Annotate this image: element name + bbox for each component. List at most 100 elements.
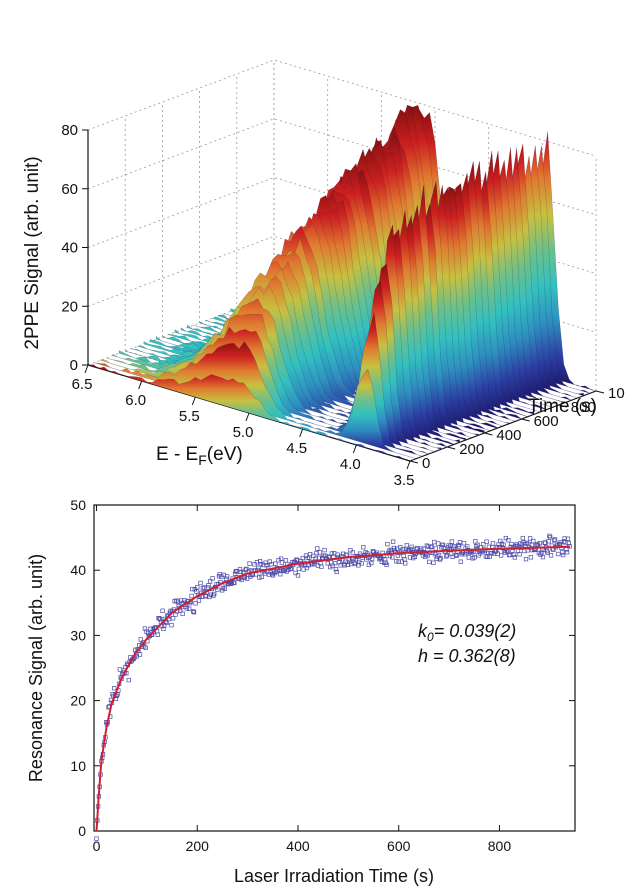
data-point — [191, 610, 197, 615]
data-point — [237, 567, 243, 572]
data-point — [348, 548, 353, 553]
data-point — [556, 551, 561, 557]
data-point — [454, 553, 459, 558]
data-point — [507, 552, 513, 558]
scatter-x-tick-label: 600 — [387, 838, 411, 854]
surface-strip — [118, 224, 442, 450]
data-point — [565, 536, 571, 541]
data-point — [514, 542, 519, 547]
data-point — [461, 541, 467, 546]
data-point — [390, 539, 396, 544]
data-point — [436, 541, 441, 546]
x-axis-label-subscript: F — [198, 452, 207, 468]
x-tick-label: 6.5 — [72, 376, 93, 393]
data-point — [180, 611, 185, 616]
data-point — [457, 540, 463, 545]
data-point — [244, 566, 249, 572]
data-point — [233, 568, 239, 574]
data-point — [511, 552, 517, 557]
scatter-y-tick-label: 30 — [70, 627, 86, 643]
data-point — [322, 547, 327, 553]
data-point — [517, 552, 522, 557]
scatter-y-tick-label: 50 — [70, 497, 86, 513]
data-point — [294, 557, 299, 562]
data-point — [256, 565, 261, 571]
data-point — [202, 585, 207, 590]
y-tick-mark — [558, 404, 567, 408]
scatter-x-tick-label: 400 — [286, 838, 310, 854]
data-point — [343, 559, 348, 564]
y-axis-label: Time (s) — [528, 396, 597, 417]
x-axis-label-main: E - E — [156, 444, 198, 465]
x-tick-mark — [352, 444, 357, 454]
scatter-x-tick-label: 0 — [93, 838, 101, 854]
data-point — [458, 559, 463, 564]
data-point — [162, 623, 167, 628]
data-point — [269, 562, 274, 567]
data-point — [203, 594, 209, 599]
y-tick-label: 600 — [534, 413, 559, 430]
k0-symbol: k — [418, 621, 428, 641]
data-point — [357, 559, 362, 565]
data-point — [282, 568, 287, 573]
data-point — [259, 574, 264, 579]
data-point — [330, 563, 335, 569]
x-tick-mark — [299, 428, 304, 438]
data-point — [189, 593, 194, 599]
data-point — [332, 561, 338, 566]
scatter-plot-points — [94, 533, 572, 841]
data-point — [143, 645, 148, 650]
data-point — [334, 569, 339, 575]
k0-annotation: k0= 0.039(2) — [418, 621, 516, 644]
data-point — [325, 561, 330, 566]
scatter-y-axis-label: Resonance Signal (arb. unit) — [26, 554, 46, 782]
y-tick-mark — [521, 418, 530, 422]
surface-strip — [87, 364, 411, 462]
data-point — [404, 543, 409, 548]
scatter-y-tick-label: 40 — [70, 562, 86, 578]
scatter-plot: 0 200 400 600 800 0 10 20 30 40 50 Resonance Signa… — [26, 497, 576, 886]
x-tick-mark — [191, 396, 196, 406]
data-point — [158, 617, 163, 622]
data-point — [540, 554, 546, 560]
data-point — [552, 537, 558, 542]
data-point — [564, 550, 570, 555]
data-point — [558, 539, 563, 545]
data-point — [160, 608, 165, 613]
data-point — [369, 560, 374, 566]
data-point — [212, 591, 217, 597]
data-point — [449, 539, 455, 544]
data-point — [300, 555, 305, 561]
x-axis-label-tail: (eV) — [207, 444, 243, 465]
data-point — [138, 637, 143, 642]
data-point — [361, 545, 366, 550]
data-point — [283, 558, 289, 563]
data-point — [187, 606, 192, 611]
y-tick-mark — [595, 390, 605, 394]
y-tick-label: 200 — [459, 441, 484, 458]
data-point — [444, 553, 450, 558]
data-point — [394, 559, 399, 564]
data-point — [170, 616, 176, 621]
data-point — [379, 559, 384, 564]
data-point — [317, 550, 322, 555]
data-point — [306, 563, 311, 568]
data-point — [296, 566, 301, 572]
data-point — [178, 608, 183, 613]
data-point — [523, 556, 529, 562]
data-point — [385, 541, 390, 547]
data-point — [427, 559, 432, 565]
surface-strip — [137, 215, 460, 443]
data-point — [263, 560, 268, 565]
data-point — [481, 542, 486, 547]
z-tick-label: 60 — [61, 181, 78, 198]
data-point — [566, 540, 571, 546]
data-point — [278, 572, 283, 577]
z-tick-label: 20 — [61, 298, 78, 315]
data-point — [117, 667, 123, 672]
data-point — [242, 575, 247, 580]
data-point — [326, 554, 331, 559]
data-point — [475, 542, 480, 548]
data-point — [432, 539, 437, 545]
